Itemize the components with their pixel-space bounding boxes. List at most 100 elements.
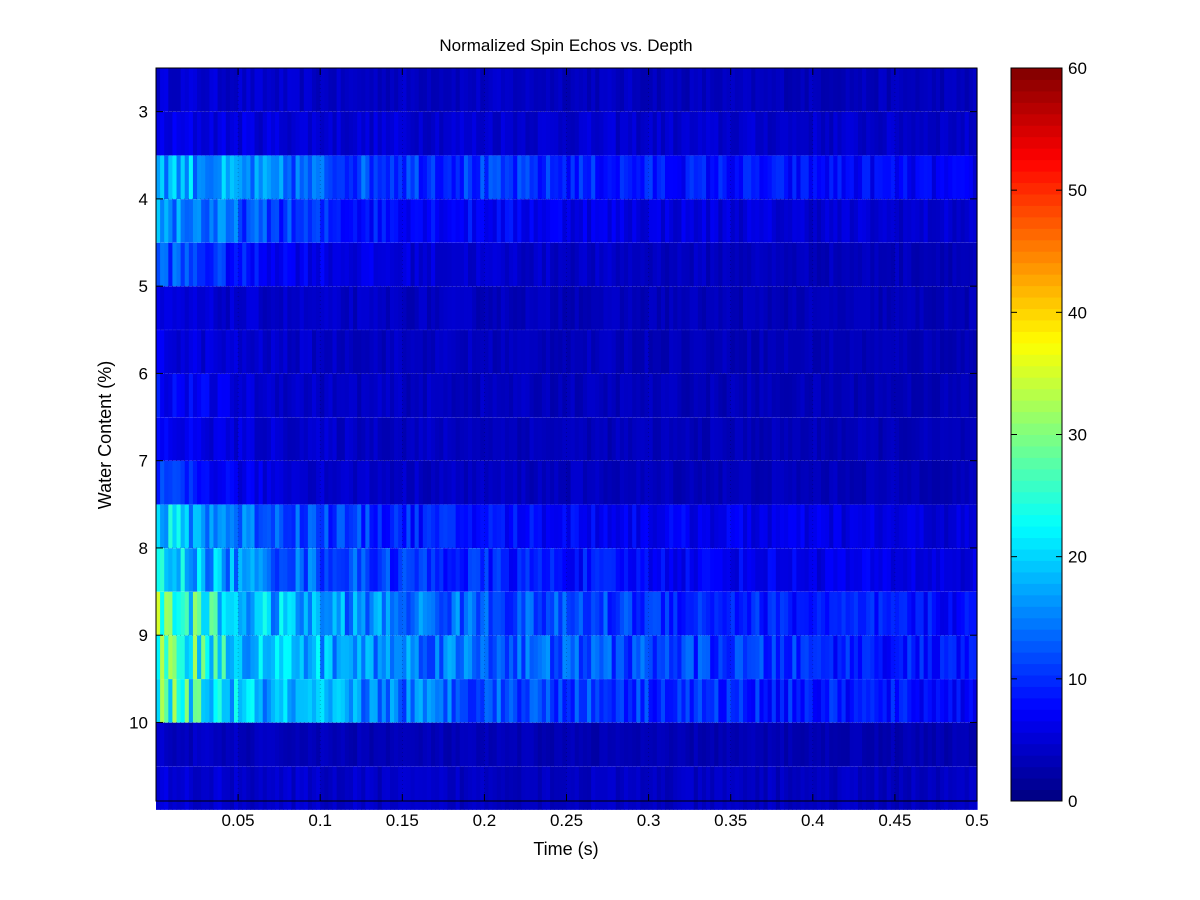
heatmap-cell — [246, 199, 252, 243]
heatmap-cell — [886, 68, 892, 112]
heatmap-cell — [697, 155, 703, 200]
heatmap-cell — [422, 286, 428, 330]
heatmap-cell — [488, 68, 494, 112]
heatmap-cell — [587, 242, 592, 287]
heatmap-cell — [435, 548, 440, 592]
heatmap-cell — [262, 548, 268, 592]
heatmap-cell — [574, 111, 580, 156]
heatmap-cell — [324, 373, 330, 418]
heatmap-cell — [808, 242, 814, 287]
heatmap-cell — [541, 242, 547, 287]
heatmap-cell — [808, 373, 814, 418]
heatmap-cell — [841, 722, 847, 767]
heatmap-cell — [197, 155, 202, 200]
heatmap-cell — [853, 591, 859, 636]
heatmap-cell — [492, 548, 498, 592]
heatmap-cell — [804, 548, 810, 592]
heatmap-cell — [603, 373, 609, 418]
heatmap-cell — [558, 330, 563, 374]
heatmap-cell — [472, 504, 477, 549]
heatmap-cell — [558, 460, 563, 505]
heatmap-cell — [796, 504, 802, 549]
heatmap-cell — [829, 635, 834, 679]
heatmap-cell — [738, 635, 744, 679]
heatmap-cell — [619, 286, 625, 330]
heatmap-cell — [923, 679, 929, 723]
heatmap-cell — [701, 373, 707, 418]
heatmap-cell — [459, 504, 465, 549]
heatmap-cell — [730, 460, 736, 505]
heatmap-cell — [570, 111, 576, 156]
heatmap-cell — [451, 286, 457, 330]
heatmap-cell — [755, 460, 761, 505]
heatmap-cell — [246, 111, 252, 156]
heatmap-cell — [192, 373, 198, 418]
heatmap-cell — [829, 460, 834, 505]
heatmap-cell — [886, 504, 892, 549]
heatmap-cell — [328, 504, 334, 549]
heatmap-cell — [225, 242, 231, 287]
heatmap-cell — [636, 679, 641, 723]
heatmap-cell — [718, 199, 724, 243]
heatmap-cell — [673, 199, 678, 243]
heatmap-cell — [882, 722, 888, 767]
heatmap-cell — [829, 504, 834, 549]
heatmap-cell — [558, 155, 563, 200]
heatmap-cell — [587, 460, 592, 505]
heatmap-cell — [266, 417, 272, 461]
heatmap-cell — [964, 155, 970, 200]
heatmap-cell — [250, 766, 256, 810]
heatmap-cell — [377, 460, 383, 505]
heatmap-cell — [192, 242, 198, 287]
heatmap-cell — [706, 548, 711, 592]
heatmap-cell — [779, 591, 785, 636]
heatmap-cell — [389, 460, 395, 505]
heatmap-cell — [316, 591, 321, 636]
heatmap-cell — [603, 286, 609, 330]
heatmap-cell — [369, 460, 375, 505]
heatmap-cell — [812, 330, 818, 374]
heatmap-cell — [192, 722, 198, 767]
heatmap-cell — [771, 504, 777, 549]
heatmap-cell — [463, 722, 469, 767]
heatmap-cell — [541, 635, 547, 679]
heatmap-cell — [648, 591, 654, 636]
heatmap-cell — [385, 68, 391, 112]
heatmap-cell — [156, 242, 161, 287]
heatmap-cell — [472, 68, 477, 112]
heatmap-cell — [496, 111, 502, 156]
heatmap-cell — [857, 111, 863, 156]
heatmap-cell — [394, 330, 399, 374]
heatmap-cell — [743, 504, 748, 549]
heatmap-cell — [554, 679, 559, 723]
heatmap-cell — [611, 548, 617, 592]
heatmap-cell — [693, 635, 699, 679]
heatmap-cell — [751, 635, 756, 679]
heatmap-cell — [841, 766, 847, 810]
heatmap-cell — [743, 111, 748, 156]
heatmap-cell — [738, 155, 744, 200]
heatmap-cell — [837, 155, 843, 200]
heatmap-cell — [636, 635, 641, 679]
heatmap-cell — [295, 199, 301, 243]
heatmap-cell — [541, 68, 547, 112]
heatmap-cell — [160, 199, 165, 243]
heatmap-cell — [398, 330, 403, 374]
heatmap-cell — [422, 373, 428, 418]
heatmap-cell — [517, 679, 522, 723]
heatmap-cell — [677, 548, 683, 592]
heatmap-cell — [472, 242, 477, 287]
heatmap-cell — [701, 679, 707, 723]
heatmap-cell — [176, 679, 182, 723]
heatmap-cell — [451, 330, 457, 374]
heatmap-cell — [726, 635, 732, 679]
heatmap-cell — [246, 504, 252, 549]
heatmap-cell — [681, 373, 687, 418]
heatmap-cell — [348, 460, 354, 505]
heatmap-cell — [862, 635, 867, 679]
heatmap-cell — [833, 766, 839, 810]
heatmap-cell — [316, 111, 321, 156]
heatmap-cell — [234, 111, 239, 156]
heatmap-cell — [435, 68, 440, 112]
heatmap-cell — [385, 199, 391, 243]
